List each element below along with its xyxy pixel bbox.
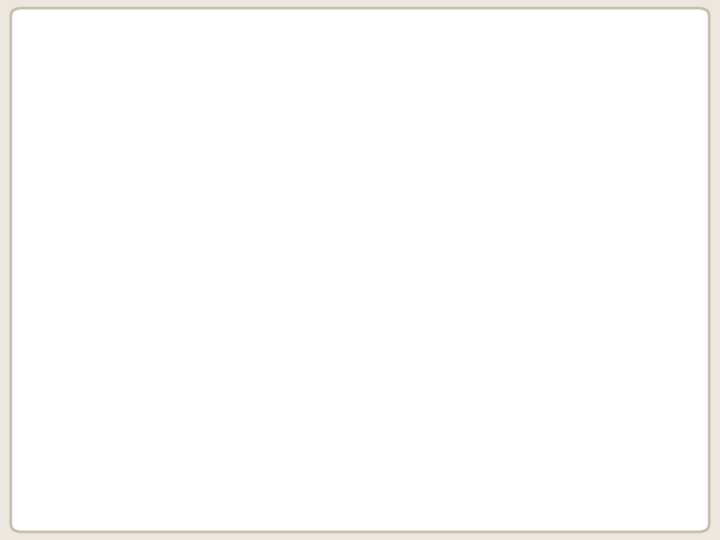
Text: –  Hipervascularidad: – Hipervascularidad bbox=[163, 287, 348, 306]
Polygon shape bbox=[380, 365, 441, 421]
Text: –  Tamaño: – Tamaño bbox=[163, 353, 254, 372]
Text: Kouvaraki M. Surgery 2003; 134: 946-55: Kouvaraki M. Surgery 2003; 134: 946-55 bbox=[389, 485, 671, 500]
Text: S 52 a 77%: S 52 a 77% bbox=[468, 348, 649, 376]
Text: –  Características sonográficas de malignidad: – Características sonográficas de malign… bbox=[89, 130, 658, 151]
Text: E 88%: E 88% bbox=[495, 252, 595, 280]
Text: S 18.2%: S 18.2% bbox=[495, 186, 627, 214]
Text: –  Redondos: – Redondos bbox=[163, 414, 273, 433]
Text: DIAGNÓSTICO: DIAGNÓSTICO bbox=[193, 39, 527, 84]
Text: •  Ganglios: • Ganglios bbox=[127, 322, 265, 342]
Text: –  Microcalcificaciones: – Microcalcificaciones bbox=[163, 257, 364, 275]
Text: •  Utilidad?: • Utilidad? bbox=[127, 449, 267, 469]
Text: –  Hipoecogénico: – Hipoecogénico bbox=[163, 226, 318, 245]
Text: •  Ultrasonido: • Ultrasonido bbox=[55, 92, 264, 118]
Polygon shape bbox=[380, 207, 441, 264]
Text: •  Nódulo: • Nódulo bbox=[127, 165, 245, 185]
Text: –  Sólido: – Sólido bbox=[163, 196, 239, 214]
Text: E 93 a 95%: E 93 a 95% bbox=[468, 409, 649, 437]
Text: –  Posición del hilio: – Posición del hilio bbox=[163, 384, 334, 402]
